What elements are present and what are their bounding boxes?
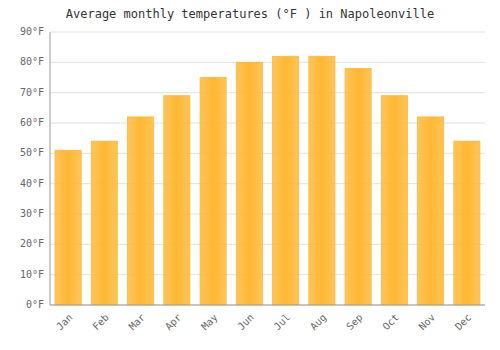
y-tick-label: 10°F: [20, 269, 44, 280]
y-tick-label: 50°F: [20, 147, 44, 158]
y-ticks: 0°F 10°F 20°F 30°F 40°F 50°F 60°F 70°F 80°F 90°F: [20, 26, 44, 310]
y-tick-label: 0°F: [26, 299, 44, 310]
y-tick-label: 90°F: [20, 26, 44, 37]
bar: [454, 141, 480, 305]
y-tick-label: 60°F: [20, 117, 44, 128]
bar: [381, 96, 407, 305]
bar: [128, 117, 154, 305]
y-tick-label: 70°F: [20, 87, 44, 98]
bar: [200, 78, 226, 306]
x-ticks: Jan Feb Mar Apr May Jun Jul Aug Sep Oct Nov Dec: [54, 312, 473, 333]
page: {"chart_data": {"type": "bar", "title": …: [0, 0, 500, 350]
title: Average monthly temperatures (°F ) in Na…: [66, 7, 434, 21]
x-tick-label: Oct: [380, 312, 401, 333]
bar: [418, 117, 444, 305]
grid-line: [50, 305, 485, 306]
chart: 0°F 10°F 20°F 30°F 40°F 50°F 60°F 70°F 80°F 90°F J…: [0, 0, 500, 350]
bar: [345, 68, 371, 305]
x-tick-label: Apr: [163, 312, 184, 333]
y-tick-label: 40°F: [20, 178, 44, 189]
x-tick-label: Jul: [272, 312, 293, 333]
bar: [309, 56, 335, 305]
y-tick-label: 30°F: [20, 208, 44, 219]
x-tick-label: Feb: [90, 312, 111, 333]
x-tick-label: Dec: [453, 312, 474, 333]
y-tick-label: 20°F: [20, 238, 44, 249]
x-tick-label: Aug: [308, 312, 329, 333]
bars: [55, 56, 480, 305]
x-tick-label: Sep: [344, 312, 365, 333]
grid-line: [50, 92, 485, 93]
y-tick-label: 80°F: [20, 56, 44, 67]
grid-line: [50, 62, 485, 63]
x-axis-line: [50, 305, 485, 306]
bar: [273, 56, 299, 305]
bar: [91, 141, 117, 305]
x-tick-label: Mar: [127, 312, 148, 333]
grid: [50, 32, 485, 305]
bar: [55, 150, 81, 305]
x-tick-label: May: [199, 312, 220, 333]
y-axis-line: [50, 32, 51, 305]
bar: [164, 96, 190, 305]
x-tick-label: Jun: [235, 312, 256, 333]
x-tick-label: Jan: [54, 312, 75, 333]
bar: [236, 62, 262, 305]
x-tick-label: Nov: [417, 312, 438, 333]
grid-line: [50, 32, 485, 33]
